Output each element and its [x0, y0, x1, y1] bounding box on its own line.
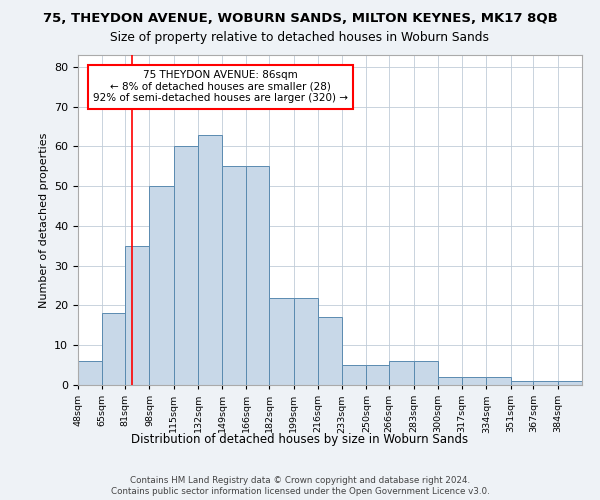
Bar: [102, 314, 125, 385]
Text: Contains public sector information licensed under the Open Government Licence v3: Contains public sector information licen…: [110, 488, 490, 496]
Bar: [247, 166, 269, 385]
Text: 75 THEYDON AVENUE: 86sqm
← 8% of detached houses are smaller (28)
92% of semi-de: 75 THEYDON AVENUE: 86sqm ← 8% of detache…: [93, 70, 348, 103]
Bar: [78, 361, 102, 385]
Bar: [293, 298, 318, 385]
Bar: [125, 246, 149, 385]
Text: Distribution of detached houses by size in Woburn Sands: Distribution of detached houses by size …: [131, 432, 469, 446]
Bar: [413, 361, 438, 385]
Bar: [367, 365, 389, 385]
Bar: [558, 381, 582, 385]
Bar: [438, 377, 462, 385]
Bar: [533, 381, 558, 385]
Bar: [149, 186, 173, 385]
Bar: [318, 318, 342, 385]
Bar: [198, 134, 222, 385]
Text: Size of property relative to detached houses in Woburn Sands: Size of property relative to detached ho…: [110, 31, 490, 44]
Bar: [342, 365, 367, 385]
Bar: [462, 377, 487, 385]
Y-axis label: Number of detached properties: Number of detached properties: [38, 132, 49, 308]
Bar: [487, 377, 511, 385]
Bar: [511, 381, 533, 385]
Bar: [269, 298, 293, 385]
Bar: [222, 166, 247, 385]
Text: Contains HM Land Registry data © Crown copyright and database right 2024.: Contains HM Land Registry data © Crown c…: [130, 476, 470, 485]
Bar: [389, 361, 413, 385]
Bar: [173, 146, 198, 385]
Text: 75, THEYDON AVENUE, WOBURN SANDS, MILTON KEYNES, MK17 8QB: 75, THEYDON AVENUE, WOBURN SANDS, MILTON…: [43, 12, 557, 26]
